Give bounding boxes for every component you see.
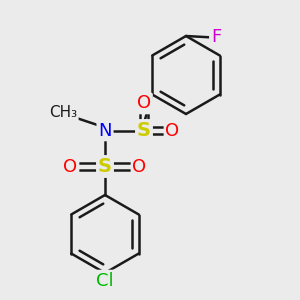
Text: N: N: [98, 122, 112, 140]
Text: O: O: [63, 158, 78, 175]
Text: CH₃: CH₃: [49, 105, 77, 120]
Text: O: O: [132, 158, 147, 175]
Text: O: O: [137, 94, 151, 112]
Text: S: S: [137, 121, 151, 140]
Text: S: S: [98, 157, 112, 176]
Text: Cl: Cl: [96, 272, 114, 290]
Text: O: O: [165, 122, 180, 140]
Text: F: F: [211, 28, 221, 46]
